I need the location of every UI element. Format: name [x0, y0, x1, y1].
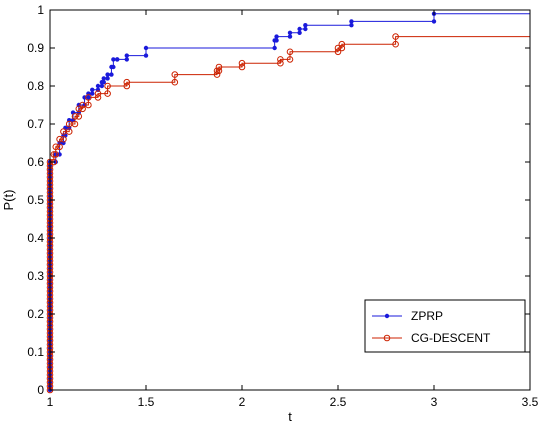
- data-point-cg-descent: [123, 78, 131, 86]
- data-point-cg-descent: [75, 113, 83, 120]
- y-tick-label: 0.5: [27, 193, 44, 207]
- data-point-cg-descent: [85, 94, 92, 101]
- y-tick-label: 0.9: [27, 41, 44, 55]
- data-point-zprp: [274, 34, 279, 39]
- data-point-cg-descent: [334, 48, 342, 56]
- data-point-zprp: [90, 87, 95, 93]
- data-point-cg-descent: [213, 71, 221, 78]
- data-point-cg-descent: [85, 101, 92, 109]
- legend-label-zprp: ZPRP: [411, 309, 443, 323]
- data-point-cg-descent: [71, 113, 79, 120]
- data-point-zprp: [297, 26, 302, 32]
- data-point-cg-descent: [215, 63, 223, 71]
- data-point-cg-descent: [277, 56, 284, 63]
- data-point-zprp: [111, 57, 116, 62]
- data-point-zprp: [95, 83, 101, 89]
- data-point-zprp: [303, 26, 308, 32]
- y-tick-label: 0.4: [27, 231, 44, 245]
- data-point-cg-descent: [392, 40, 399, 48]
- y-tick-label: 0: [37, 383, 44, 397]
- data-point-zprp: [99, 83, 105, 89]
- data-point-zprp: [303, 23, 308, 28]
- legend-marker-zprp: [384, 313, 390, 319]
- data-point-cg-descent: [65, 128, 73, 135]
- tick-labels-layer: 1 1.5 2 2.5 3 3.5 0 0.1 0.2 0.3 0.4 0.5 0.6 0.7 0.8 0.9…: [27, 3, 538, 409]
- legend-label-cg-descent: CG-DESCENT: [411, 331, 491, 345]
- data-point-cg-descent: [123, 82, 131, 90]
- data-point-cg-descent: [392, 33, 399, 40]
- data-point-cg-descent: [94, 94, 102, 101]
- y-tick-label: 1: [37, 3, 44, 17]
- data-point-zprp: [287, 30, 293, 35]
- data-point-cg-descent: [213, 67, 221, 75]
- data-point-cg-descent: [56, 143, 63, 151]
- y-axis-label: P(t): [1, 190, 16, 211]
- y-tick-label: 0.8: [27, 79, 44, 93]
- x-tick-label: 2.5: [330, 395, 347, 409]
- y-tick-label: 0.2: [27, 307, 44, 321]
- y-tick-label: 0.1: [27, 345, 44, 359]
- data-point-cg-descent: [52, 151, 60, 158]
- data-point-cg-descent: [171, 71, 179, 78]
- data-point-cg-descent: [50, 151, 58, 158]
- data-point-zprp: [109, 72, 114, 77]
- x-tick-label: 3: [431, 395, 438, 409]
- ticks-layer: [49, 9, 531, 391]
- data-point-zprp: [274, 38, 279, 43]
- y-tick-label: 0.6: [27, 155, 44, 169]
- data-point-zprp: [115, 57, 120, 62]
- data-point-zprp: [272, 45, 277, 51]
- data-point-cg-descent: [104, 90, 111, 97]
- data-point-zprp: [105, 76, 110, 81]
- data-point-cg-descent: [75, 105, 83, 113]
- data-point-zprp: [90, 91, 95, 96]
- x-tick-label: 2: [239, 395, 246, 409]
- data-point-cg-descent: [79, 105, 86, 113]
- data-point-cg-descent: [60, 135, 67, 143]
- data-point-zprp: [101, 80, 106, 85]
- x-tick-label: 3.5: [522, 395, 539, 409]
- x-tick-label: 1: [47, 395, 54, 409]
- data-point-zprp: [143, 45, 149, 51]
- data-point-zprp: [287, 34, 293, 39]
- data-point-cg-descent: [238, 59, 246, 67]
- legend-box: [364, 299, 526, 353]
- data-point-cg-descent: [338, 40, 346, 48]
- data-point-zprp: [124, 53, 129, 58]
- data-point-cg-descent: [334, 44, 342, 52]
- data-point-zprp: [124, 57, 129, 62]
- data-point-zprp: [105, 72, 110, 77]
- y-tick-label: 0.7: [27, 117, 44, 131]
- data-point-zprp: [349, 23, 354, 28]
- data-point-cg-descent: [171, 78, 179, 86]
- data-point-zprp: [349, 19, 354, 24]
- data-point-cg-descent: [52, 143, 60, 151]
- data-point-cg-descent: [277, 59, 284, 67]
- data-point-zprp: [431, 19, 437, 24]
- x-tick-label: 1.5: [138, 395, 155, 409]
- data-point-zprp: [111, 64, 116, 70]
- data-point-cg-descent: [215, 67, 223, 75]
- data-point-cg-descent: [94, 90, 102, 97]
- markers-layer: [46, 11, 437, 394]
- data-point-zprp: [297, 30, 302, 35]
- data-point-cg-descent: [286, 56, 294, 63]
- data-point-cg-descent: [71, 120, 79, 128]
- data-point-zprp: [143, 53, 149, 58]
- data-point-cg-descent: [338, 44, 346, 52]
- legend-marker-cg-descent: [383, 334, 391, 342]
- data-point-cg-descent: [104, 82, 111, 90]
- legend: ZPRP CG-DESCENT: [364, 299, 526, 353]
- data-point-zprp: [86, 95, 91, 100]
- x-axis-label: t: [288, 409, 292, 424]
- data-point-cg-descent: [56, 135, 63, 143]
- data-point-cg-descent: [286, 48, 294, 56]
- data-point-cg-descent: [238, 63, 246, 71]
- data-point-zprp: [101, 76, 106, 81]
- y-tick-label: 0.3: [27, 269, 44, 283]
